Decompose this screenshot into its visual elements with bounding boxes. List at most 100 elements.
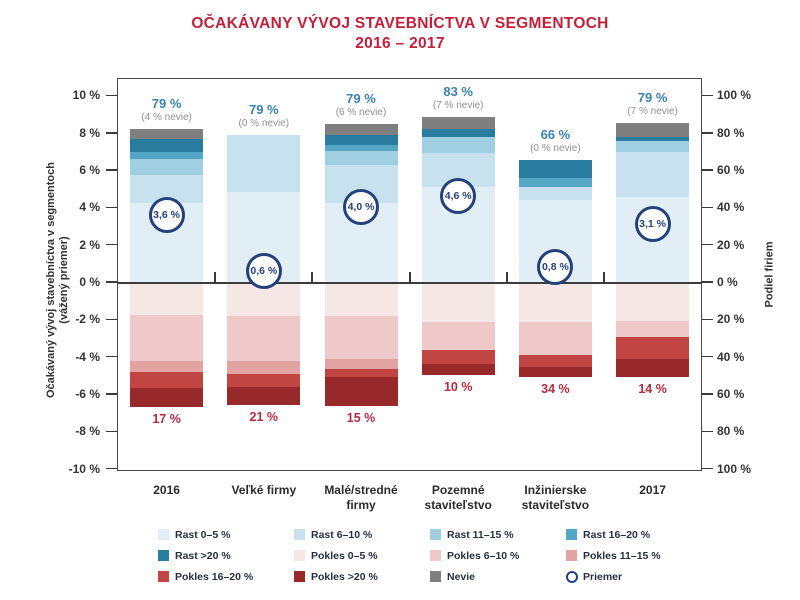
right-axis-tick [701,281,713,283]
bar-top-label: 83 % (7 % nevie) [403,84,513,112]
bar-segment-pokles_16_20 [324,368,398,377]
legend-swatch-rast_gt20 [158,550,169,561]
bar-decline-share-label: 14 % [638,381,667,396]
left-axis-tick [106,393,118,395]
left-axis-tick-label: 6 % [79,163,100,177]
left-axis-tick [106,206,118,209]
legend-swatch-pokles_16_20 [158,571,169,582]
category-label: Malé/stredné firmy [309,483,413,513]
bar-segment-pokles_6_10 [421,322,495,351]
bar-top-label: 79 % (4 % nevie) [112,96,222,124]
bar-segment-pokles_11_15 [130,361,204,372]
legend: Rast 0–5 % Rast 6–10 % Rast 11–15 % Rast 16… [158,524,702,587]
legend-swatch-pokles_0_5 [294,550,305,561]
bar-segment-rast_11_15 [616,141,690,152]
right-axis-tick [701,430,713,432]
bar-segment-pokles_0_5 [324,284,398,316]
bar-segment-pokles_0_5 [616,284,690,322]
legend-priemer-circle-icon [566,570,578,583]
bar-nevie-share-label: (4 % nevie) [141,112,192,124]
legend-swatch-pokles_6_10 [430,550,441,561]
bar-segment-pokles_gt20 [616,358,690,377]
bar-top-label: 79 % (6 % nevie) [306,91,416,119]
legend-label: Pokles 0–5 % [311,549,378,562]
bar-segment-nevie [616,122,690,137]
bar-segment-pokles_6_10 [227,316,301,362]
legend-label: Rast 11–15 % [447,528,514,541]
zero-axis-line [118,282,701,284]
legend-label: Nevie [447,570,476,583]
left-axis-tick-label: 10 % [72,88,100,103]
category-label-line: Veľké firmy [231,483,297,497]
x-axis-separator-tick [214,272,217,283]
right-axis-tick-label: 80 % [717,125,745,140]
right-axis-tick [701,393,713,395]
bar-segment-pokles_gt20 [421,363,495,376]
bar-growth-share-label: 83 % [443,83,473,99]
bar-decline-share-label: 34 % [541,382,570,397]
chart-title: OČAKÁVANY VÝVOJ STAVEBNÍCTVA V SEGMENTOC… [0,14,800,54]
bar-decline-share-label: 10 % [443,380,473,395]
bar-segment-pokles_16_20 [421,350,495,364]
category-label: Inžinierske staviteľstvo [503,483,607,513]
legend-item-rast_16_20: Rast 16–20 % [566,524,702,545]
stacked-bar [518,79,592,470]
legend-swatch-rast_6_10 [294,529,305,540]
left-axis-tick-label: 0 % [79,275,100,289]
bar-segment-rast_gt20 [421,129,495,138]
bar-segment-rast_gt20 [616,136,690,142]
bar-segment-pokles_16_20 [616,337,690,359]
legend-item-rast_11_15: Rast 11–15 % [430,524,566,545]
bar-segment-rast_gt20 [324,134,398,145]
left-axis-tick [106,132,118,134]
bar-segment-rast_11_15 [324,150,398,165]
right-axis-tick [701,243,713,246]
legend-label: Rast 0–5 % [175,528,231,541]
bar-growth-share-label: 79 % [151,96,182,112]
x-axis-separator-tick [408,272,411,283]
right-axis-tick [701,318,713,321]
right-axis-tick-label: 0 % [717,275,738,289]
chart-title-line1: OČAKÁVANY VÝVOJ STAVEBNÍCTVA V SEGMENTOC… [191,15,609,32]
legend-item-pokles_gt20: Pokles >20 % [294,566,430,587]
chart-title-line2: 2016 – 2017 [355,35,445,52]
right-axis-tick [701,355,713,358]
right-axis-tick [701,206,713,209]
bar-nevie-share-label: (0 % nevie) [530,143,581,154]
left-axis-tick [106,281,118,283]
category-label-line: 2017 [639,483,666,497]
bar-segment-pokles_6_10 [616,321,690,337]
legend-item-pokles_16_20: Pokles 16–20 % [158,566,294,587]
left-axis-tick-label: -6 % [75,387,100,401]
bar-segment-pokles_0_5 [227,284,301,317]
legend-item-rast_6_10: Rast 6–10 % [294,524,430,545]
right-axis-tick-label: 40 % [717,349,745,364]
bar-nevie-share-label: (6 % nevie) [335,107,387,119]
bar-top-label: 79 % (7 % nevie) [598,90,708,118]
left-axis-tick [106,243,118,246]
priemer-average-badge: 4,6 % [440,178,477,215]
bar-segment-nevie [421,116,495,130]
right-axis-tick-label: 40 % [717,200,745,215]
bar-segment-pokles_0_5 [421,284,495,323]
left-axis-tick-label: -4 % [75,349,100,364]
priemer-average-badge: 0,8 % [537,249,574,286]
category-label-line: Pozemné [431,483,485,497]
bar-decline-share-label: 17 % [152,412,181,427]
bar-segment-pokles_gt20 [130,387,204,408]
right-axis-tick-label: 100 % [717,461,752,476]
left-axis-tick-label: -2 % [75,312,100,327]
bar-segment-rast_gt20 [518,160,592,179]
category-label: Veľké firmy [212,483,316,498]
legend-label: Pokles 11–15 % [583,549,661,562]
right-axis-tick [701,132,713,134]
category-label: 2017 [601,483,705,498]
legend-label: Rast 6–10 % [311,528,373,541]
left-axis-tick [106,169,118,171]
legend-label: Rast 16–20 % [583,528,651,541]
bar-nevie-share-label: (7 % nevie) [432,99,484,111]
bar-segment-nevie [324,124,398,135]
bar-segment-rast_16_20 [324,144,398,151]
right-axis-tick-label: 80 % [717,424,745,439]
stacked-bar [227,79,301,470]
